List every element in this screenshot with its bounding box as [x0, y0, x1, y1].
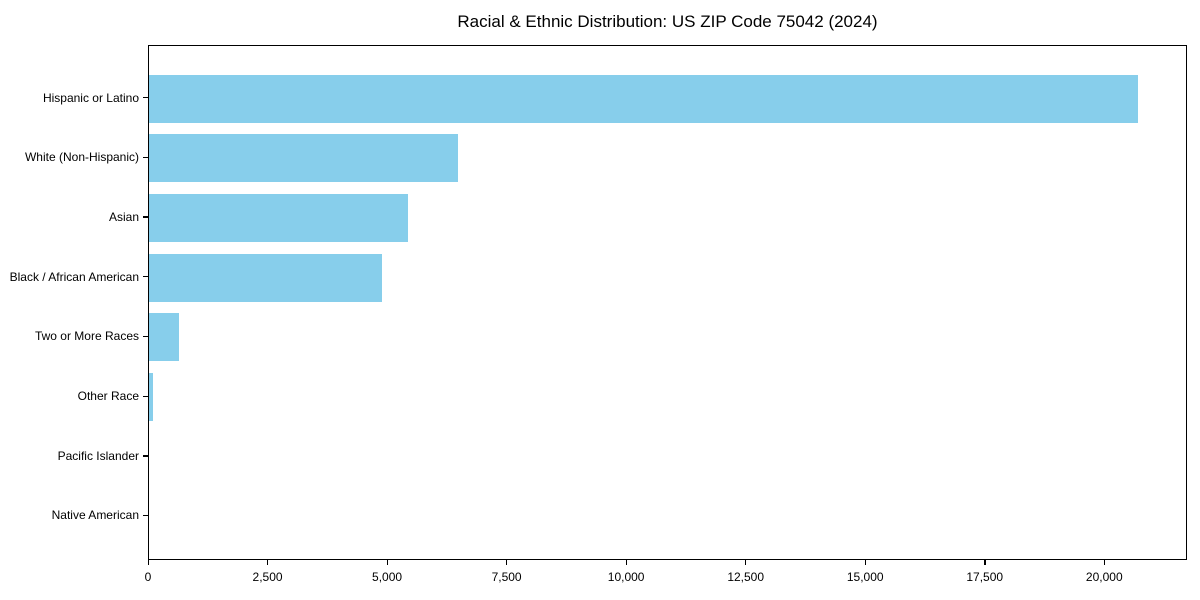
x-tick-label: 17,500: [966, 570, 1004, 584]
x-tick-label: 2,500: [252, 570, 283, 584]
x-tick-label: 20,000: [1085, 570, 1123, 584]
bar-two-or-more-races: [149, 313, 180, 362]
bar-asian: [149, 193, 408, 242]
y-tick-mark: [143, 395, 148, 397]
x-tick-label: 15,000: [846, 570, 884, 584]
y-tick-label: Native American: [51, 508, 139, 523]
y-tick-label: Hispanic or Latino: [42, 90, 139, 105]
x-tick-mark: [984, 560, 986, 565]
x-tick-mark: [625, 560, 627, 565]
y-tick-mark: [143, 276, 148, 278]
y-tick-label: Black / African American: [9, 269, 139, 284]
x-tick-label: 10,000: [607, 570, 645, 584]
x-tick-mark: [864, 560, 866, 565]
x-tick-label: 5,000: [372, 570, 403, 584]
x-tick-mark: [386, 560, 388, 565]
y-tick-mark: [143, 156, 148, 158]
bar-black-african-american: [149, 253, 383, 302]
y-tick-mark: [143, 97, 148, 99]
y-tick-mark: [143, 455, 148, 457]
y-tick-label: Asian: [108, 209, 139, 224]
bar-white-non-hispanic: [149, 134, 459, 183]
bar-hispanic-or-latino: [149, 74, 1139, 123]
y-tick-label: Other Race: [77, 389, 139, 404]
x-tick-mark: [1103, 560, 1106, 565]
x-tick-label: 12,500: [727, 570, 765, 584]
y-tick-label: Two or More Races: [34, 329, 139, 344]
x-tick-mark: [147, 560, 149, 565]
bar-other-race: [149, 373, 154, 422]
y-tick-label: White (Non-Hispanic): [24, 150, 139, 165]
y-tick-label: Pacific Islander: [57, 448, 139, 463]
y-tick-mark: [143, 514, 148, 517]
x-tick-label: 0: [144, 570, 152, 584]
chart-title: Racial & Ethnic Distribution: US ZIP Cod…: [457, 12, 878, 31]
x-tick-label: 7,500: [491, 570, 522, 584]
x-tick-mark: [506, 560, 508, 565]
y-tick-mark: [143, 216, 148, 218]
plot-area: [148, 45, 1187, 560]
y-tick-mark: [143, 335, 148, 338]
x-tick-mark: [267, 560, 269, 565]
x-tick-mark: [745, 560, 747, 565]
